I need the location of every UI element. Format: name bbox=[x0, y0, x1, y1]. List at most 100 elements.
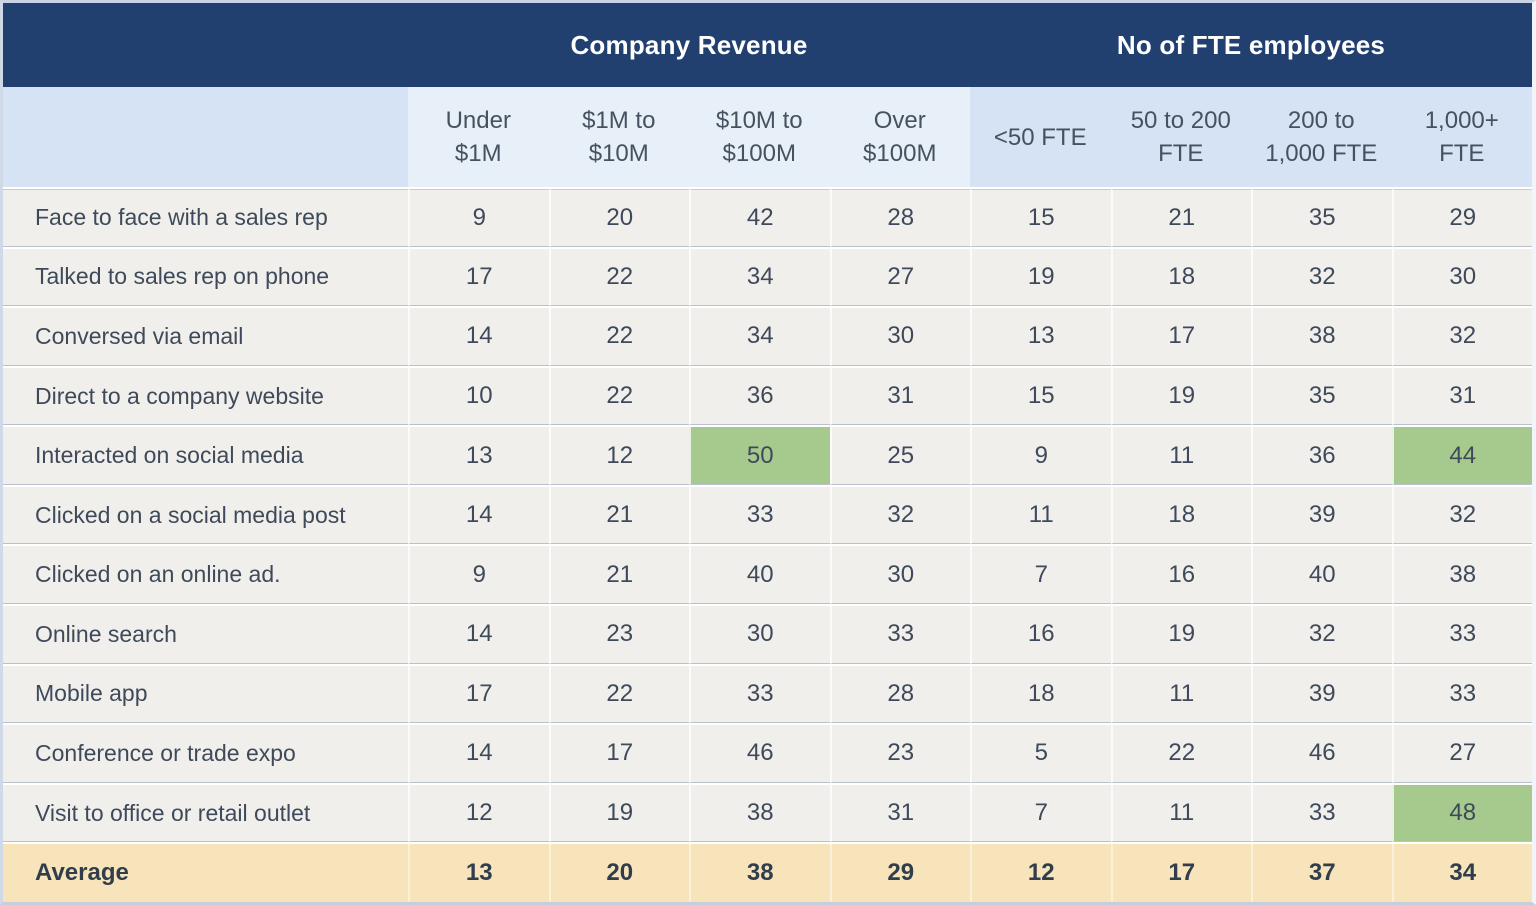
value-cell: 30 bbox=[689, 606, 830, 664]
row-label: Face to face with a sales rep bbox=[3, 189, 408, 247]
value-cell-highlighted: 48 bbox=[1391, 784, 1532, 843]
value-cell: 9 bbox=[408, 546, 549, 605]
value-cell: 39 bbox=[1251, 486, 1392, 545]
value-cell: 38 bbox=[689, 844, 830, 902]
value-cell: 22 bbox=[548, 665, 689, 724]
column-header: 1,000+ FTE bbox=[1391, 87, 1532, 187]
value-cell: 27 bbox=[1391, 725, 1532, 783]
column-header: $1M to $10M bbox=[548, 87, 689, 187]
value-cell: 16 bbox=[970, 606, 1111, 664]
value-cell: 40 bbox=[689, 546, 830, 605]
value-cell-highlighted: 50 bbox=[689, 427, 830, 485]
value-cell: 11 bbox=[970, 486, 1111, 545]
value-cell: 19 bbox=[548, 784, 689, 843]
value-cell: 12 bbox=[970, 844, 1111, 902]
column-header: Over $100M bbox=[829, 87, 970, 187]
value-cell: 11 bbox=[1110, 665, 1251, 724]
value-cell: 10 bbox=[408, 367, 549, 426]
value-cell: 21 bbox=[548, 546, 689, 605]
value-cell: 17 bbox=[1110, 844, 1251, 902]
column-header: $10M to $100M bbox=[689, 87, 830, 187]
table-row: Direct to a company website 10 22 36 31 15 19 3… bbox=[3, 367, 1532, 426]
value-cell: 29 bbox=[829, 844, 970, 902]
row-label: Talked to sales rep on phone bbox=[3, 248, 408, 307]
value-cell: 35 bbox=[1251, 189, 1392, 247]
row-label: Interacted on social media bbox=[3, 427, 408, 485]
table-row: Interacted on social media 13 12 50 25 9 11 36 4… bbox=[3, 427, 1532, 485]
value-cell: 40 bbox=[1251, 546, 1392, 605]
value-cell: 34 bbox=[689, 248, 830, 307]
value-cell: 36 bbox=[689, 367, 830, 426]
value-cell: 28 bbox=[829, 189, 970, 247]
value-cell: 20 bbox=[548, 844, 689, 902]
value-cell: 16 bbox=[1110, 546, 1251, 605]
value-cell: 33 bbox=[1391, 665, 1532, 724]
value-cell: 38 bbox=[1391, 546, 1532, 605]
table-row: Clicked on a social media post 14 21 33 32 11… bbox=[3, 486, 1532, 545]
value-cell: 30 bbox=[1391, 248, 1532, 307]
value-cell: 31 bbox=[829, 367, 970, 426]
table-row: Clicked on an online ad. 9 21 40 30 7 16 40 38 bbox=[3, 546, 1532, 605]
value-cell: 30 bbox=[829, 308, 970, 366]
value-cell: 30 bbox=[829, 546, 970, 605]
value-cell: 34 bbox=[1391, 844, 1532, 902]
value-cell: 27 bbox=[829, 248, 970, 307]
column-header: <50 FTE bbox=[970, 87, 1111, 187]
value-cell: 22 bbox=[548, 308, 689, 366]
group-header-spacer bbox=[3, 3, 408, 87]
value-cell: 21 bbox=[548, 486, 689, 545]
value-cell: 32 bbox=[829, 486, 970, 545]
value-cell: 17 bbox=[1110, 308, 1251, 366]
row-label: Mobile app bbox=[3, 665, 408, 724]
value-cell: 11 bbox=[1110, 427, 1251, 485]
value-cell: 34 bbox=[689, 308, 830, 366]
value-cell: 33 bbox=[1391, 606, 1532, 664]
column-header: 200 to 1,000 FTE bbox=[1251, 87, 1392, 187]
row-label: Direct to a company website bbox=[3, 367, 408, 426]
value-cell: 13 bbox=[408, 844, 549, 902]
value-cell: 32 bbox=[1251, 248, 1392, 307]
value-cell: 11 bbox=[1110, 784, 1251, 843]
table-row: Face to face with a sales rep 9 20 42 28 15 21… bbox=[3, 189, 1532, 247]
value-cell: 17 bbox=[548, 725, 689, 783]
value-cell: 15 bbox=[970, 367, 1111, 426]
column-header: Under $1M bbox=[408, 87, 549, 187]
value-cell: 22 bbox=[548, 367, 689, 426]
value-cell: 7 bbox=[970, 784, 1111, 843]
value-cell: 17 bbox=[408, 248, 549, 307]
value-cell: 23 bbox=[548, 606, 689, 664]
row-label: Conversed via email bbox=[3, 308, 408, 366]
value-cell: 37 bbox=[1251, 844, 1392, 902]
value-cell: 18 bbox=[1110, 248, 1251, 307]
group-header-row: Company Revenue No of FTE employees bbox=[3, 3, 1532, 87]
value-cell: 46 bbox=[689, 725, 830, 783]
value-cell: 9 bbox=[970, 427, 1111, 485]
table-body: Face to face with a sales rep 9 20 42 28 15 21… bbox=[3, 189, 1532, 902]
value-cell: 5 bbox=[970, 725, 1111, 783]
column-header-row: Under $1M $1M to $10M $10M to $100M Over $1… bbox=[3, 87, 1532, 187]
value-cell: 7 bbox=[970, 546, 1111, 605]
value-cell: 14 bbox=[408, 486, 549, 545]
value-cell: 33 bbox=[1251, 784, 1392, 843]
value-cell: 33 bbox=[689, 665, 830, 724]
value-cell: 14 bbox=[408, 308, 549, 366]
value-cell: 35 bbox=[1251, 367, 1392, 426]
value-cell: 38 bbox=[689, 784, 830, 843]
value-cell: 28 bbox=[829, 665, 970, 724]
value-cell: 13 bbox=[970, 308, 1111, 366]
value-cell: 15 bbox=[970, 189, 1111, 247]
value-cell: 19 bbox=[1110, 367, 1251, 426]
value-cell: 21 bbox=[1110, 189, 1251, 247]
table-row: Conversed via email 14 22 34 30 13 17 38 32 bbox=[3, 308, 1532, 366]
average-row: Average 13 20 38 29 12 17 37 34 bbox=[3, 844, 1532, 902]
value-cell: 31 bbox=[829, 784, 970, 843]
value-cell: 19 bbox=[1110, 606, 1251, 664]
value-cell: 46 bbox=[1251, 725, 1392, 783]
row-label: Clicked on a social media post bbox=[3, 486, 408, 545]
value-cell: 13 bbox=[408, 427, 549, 485]
row-label: Average bbox=[3, 844, 408, 902]
value-cell: 14 bbox=[408, 606, 549, 664]
row-label: Visit to office or retail outlet bbox=[3, 784, 408, 843]
table-row: Online search 14 23 30 33 16 19 32 33 bbox=[3, 606, 1532, 664]
